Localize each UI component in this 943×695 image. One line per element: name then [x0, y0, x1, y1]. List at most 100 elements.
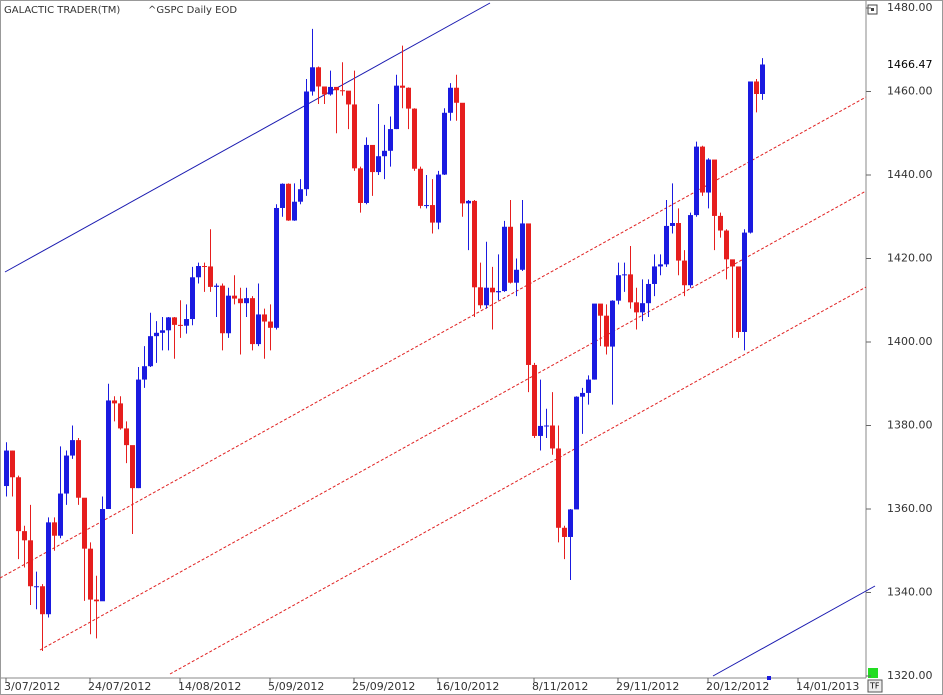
y-tick-label: 1340.00 [887, 586, 933, 599]
y-tick-label: 1380.00 [887, 419, 933, 432]
candle-body [562, 527, 567, 537]
candle-body [298, 189, 303, 202]
candle-body [118, 403, 123, 429]
candle-body [76, 440, 81, 498]
candle-body [190, 277, 195, 320]
candle-body [430, 205, 435, 223]
candle-body [196, 266, 201, 278]
candle-body [442, 112, 447, 175]
chart-title: GALACTIC TRADER(TM) [4, 5, 120, 16]
candle-body [490, 287, 495, 293]
candle-body [310, 67, 315, 92]
candle-body [736, 266, 741, 332]
candle-body [754, 81, 759, 95]
candle-body [292, 201, 297, 221]
candle-body [112, 400, 117, 404]
candle-body [670, 223, 675, 226]
candle-body [418, 168, 423, 206]
candle-body [352, 104, 357, 169]
candle-body [388, 129, 393, 151]
candle-body [256, 314, 261, 345]
candle-body [220, 285, 225, 334]
candle-body [478, 287, 483, 306]
candle-body [208, 266, 213, 287]
candle-body [526, 223, 531, 365]
candle-body [460, 102, 465, 204]
candle-body [238, 298, 243, 304]
y-tick-label: 1420.00 [887, 252, 933, 265]
candle-body [232, 295, 237, 299]
y-tick-label: 1400.00 [887, 335, 933, 348]
candle-body [724, 230, 729, 260]
plot-area [0, 2, 876, 677]
x-tick-label: 16/10/2012 [436, 680, 499, 693]
x-tick-label: 29/11/2012 [616, 680, 679, 693]
candle-body [370, 144, 375, 173]
candle-body [274, 207, 279, 328]
candle-body [382, 150, 387, 157]
candle-body [472, 200, 477, 288]
candle-body [82, 497, 87, 549]
candle-body [622, 274, 627, 276]
candle-body [556, 448, 561, 528]
candle-body [610, 300, 615, 347]
candle-body [22, 531, 27, 541]
candle-body [250, 298, 255, 345]
candle-body [532, 364, 537, 436]
candle-body [34, 586, 39, 588]
candle-body [508, 226, 513, 283]
corner-icon-dot [871, 8, 874, 11]
last-price-label: 1466.47 [887, 58, 933, 71]
chart-subtitle: ^GSPC Daily EOD [148, 5, 237, 16]
candle-body [760, 64, 765, 95]
candle-body [16, 477, 21, 532]
y-tick-label: 1360.00 [887, 502, 933, 515]
candle-body [124, 428, 129, 446]
candle-body [616, 275, 621, 301]
candle-body [676, 223, 681, 261]
tf-button-label: TF [869, 682, 880, 691]
candle-body [598, 303, 603, 316]
candle-body [454, 87, 459, 103]
status-square [868, 668, 878, 678]
candle-body [172, 317, 177, 325]
candle-body [400, 85, 405, 88]
candle-body [424, 205, 429, 207]
candle-body [70, 440, 75, 456]
tf-button[interactable] [867, 679, 883, 693]
candle-body [94, 599, 99, 602]
candle-body [136, 379, 141, 489]
candle-body [226, 295, 231, 334]
candle-body [88, 548, 93, 600]
candle-body [160, 330, 165, 333]
candle-body [496, 291, 501, 293]
candle-body [448, 87, 453, 113]
candle-body [184, 319, 189, 326]
x-tick-label: 20/12/2012 [706, 680, 769, 693]
candle-body [268, 321, 273, 328]
channel-line [39, 190, 867, 651]
candle-body [340, 90, 345, 92]
candle-body [406, 87, 411, 109]
x-tick-label: 5/09/2012 [268, 680, 324, 693]
candle-body [466, 200, 471, 204]
x-tick-label: 25/09/2012 [352, 680, 415, 693]
candle-body [412, 108, 417, 169]
candle-body [628, 274, 633, 303]
candle-body [538, 425, 543, 436]
candle-body [64, 455, 69, 494]
axis-panel [866, 0, 943, 695]
x-tick-label: 3/07/2012 [4, 680, 60, 693]
y-tick-label: 1440.00 [887, 168, 933, 181]
candle-body [28, 540, 33, 587]
candle-body [712, 159, 717, 216]
candle-body [328, 86, 333, 95]
candle-body [58, 493, 63, 536]
candle-body [550, 425, 555, 449]
candle-body [100, 509, 105, 602]
trend-line [712, 585, 876, 677]
candle-body [244, 298, 249, 304]
candle-body [286, 183, 291, 221]
candle-body [634, 302, 639, 313]
